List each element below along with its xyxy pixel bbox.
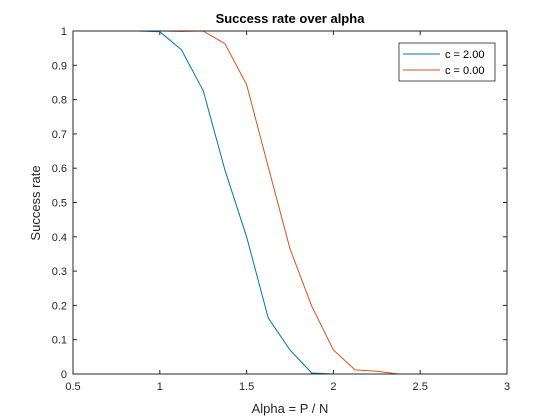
x-axis-label: Alpha = P / N: [252, 401, 329, 416]
plot-frame: [72, 30, 508, 375]
legend-label: c = 2.00: [445, 49, 484, 61]
y-tick-label: 0.2: [52, 300, 67, 312]
y-tick-label: 0.7: [52, 129, 67, 141]
y-tick-label: 0.9: [52, 60, 67, 72]
y-axis-label: Success rate: [28, 165, 43, 240]
x-tick-label: 2: [330, 381, 336, 393]
y-tick-label: 0.4: [52, 232, 67, 244]
plot-area: [73, 31, 507, 374]
x-tick-label: 2.5: [413, 381, 428, 393]
y-tick-label: 1: [61, 26, 67, 38]
y-tick-label: 0.3: [52, 266, 67, 278]
legend-box: [398, 42, 496, 82]
legend: c = 2.00 c = 0.00: [398, 42, 496, 82]
y-tick-label: 0.5: [52, 198, 67, 210]
legend-label: c = 0.00: [445, 65, 484, 77]
y-tick-label: 0: [61, 369, 67, 381]
x-tick-label: 0.5: [65, 381, 80, 393]
y-tick-label: 0.1: [52, 335, 67, 347]
x-tick-label: 3: [504, 381, 510, 393]
y-tick-label: 0.8: [52, 95, 67, 107]
x-tick-label: 1.5: [239, 381, 254, 393]
x-tick-label: 1: [157, 381, 163, 393]
y-tick-label: 0.6: [52, 163, 67, 175]
chart-title: Success rate over alpha: [216, 11, 366, 26]
